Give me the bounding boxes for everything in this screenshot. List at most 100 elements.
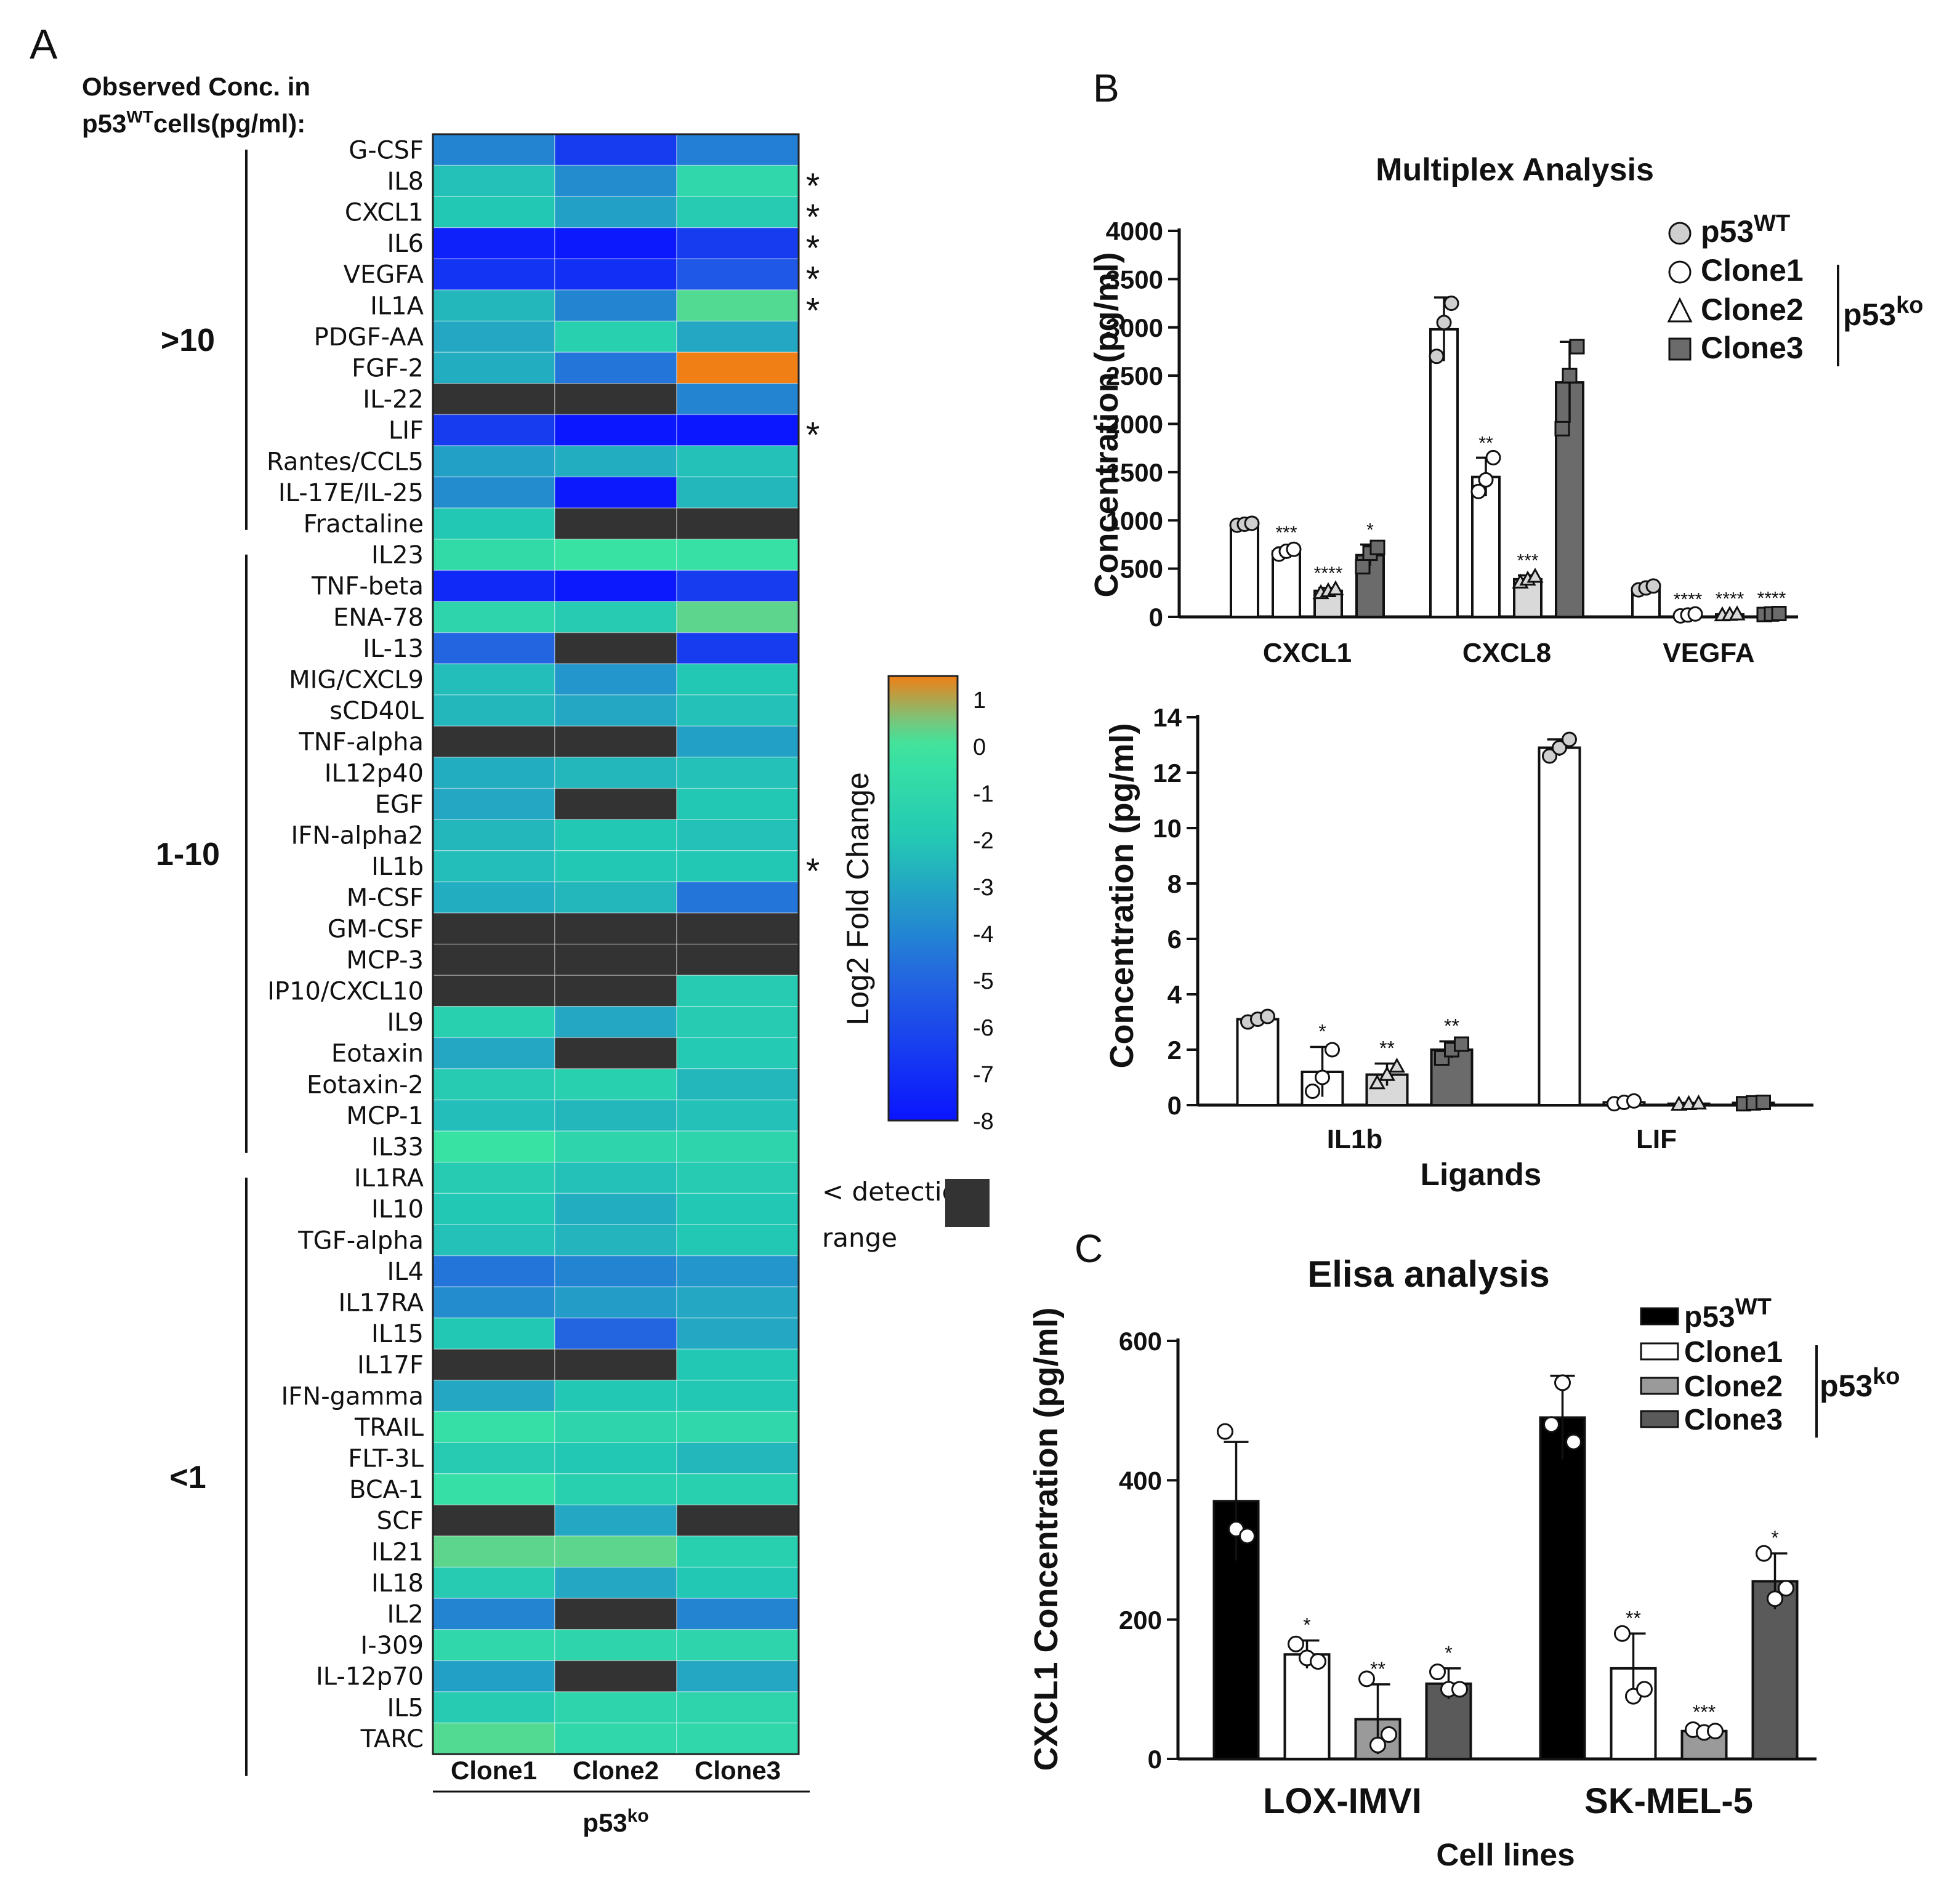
group-label-main: p53 [583, 1808, 627, 1837]
data-point [1369, 1736, 1386, 1753]
data-point [1687, 606, 1703, 622]
heatmap-cell [676, 1442, 799, 1475]
significance-star: * [806, 291, 820, 331]
heatmap-row-label: TNF-beta [311, 573, 424, 601]
heatmap-cell [676, 1660, 799, 1692]
nd-legend-line2: range [822, 1223, 897, 1253]
heatmap-cell [676, 819, 799, 851]
heatmap-cell [432, 1068, 555, 1101]
heatmap-cell [676, 164, 799, 197]
data-point [1756, 1095, 1771, 1110]
heatmap-cell [676, 881, 799, 914]
heatmap-cell [432, 1442, 555, 1475]
group-label: <1 [169, 1460, 206, 1495]
colorbar-tick-label: -1 [973, 781, 994, 807]
heatmap-cell [554, 414, 677, 446]
heatmap-row-label: IL17F [357, 1351, 424, 1380]
significance-label: **** [1757, 589, 1786, 609]
bar-clone1 [1272, 550, 1301, 618]
heatmap-column-label: Clone3 [695, 1756, 781, 1785]
heatmap-cell [432, 1006, 555, 1039]
heatmap-cell [432, 476, 555, 509]
data-point [1756, 1545, 1772, 1562]
y-axis-label: Concentration (pg/ml) [1088, 252, 1125, 598]
heatmap-row-label: IL1RA [354, 1164, 424, 1193]
significance-label: **** [1716, 589, 1744, 610]
heatmap-cell [676, 1193, 799, 1225]
data-point [1542, 748, 1557, 764]
heatmap-cell [676, 134, 799, 166]
heatmap-cell [676, 787, 799, 820]
heatmap-cell [432, 1660, 555, 1692]
heatmap-cell [676, 1068, 799, 1101]
legend-label-text: Clone2 [1684, 1370, 1783, 1403]
significance-label: ** [1370, 1658, 1385, 1680]
heatmap-cell [554, 352, 677, 384]
heatmap-cell [676, 1380, 799, 1412]
heatmap-row-label: Eotaxin [331, 1040, 424, 1068]
heatmap-row-label: PDGF-AA [314, 323, 424, 352]
significance-label: *** [1275, 523, 1297, 543]
heatmap-cell [554, 289, 677, 322]
category-label: LIF [1636, 1124, 1677, 1154]
significance-label: * [1318, 1021, 1326, 1043]
legend-group-label: p53ko [1820, 1364, 1900, 1403]
data-point [1305, 1084, 1320, 1099]
heatmap-cell [432, 383, 555, 416]
significance-star: * [806, 416, 820, 456]
colorbar-tick-label: -2 [973, 828, 994, 854]
heatmap-cell [676, 1255, 799, 1287]
heatmap-cell [432, 258, 555, 291]
heatmap-cell [676, 414, 799, 446]
y-tick-label: 1500 [1106, 458, 1163, 487]
data-point [1260, 1008, 1275, 1024]
heatmap-cell [554, 601, 677, 634]
heatmap-cell [554, 1224, 677, 1257]
significance-label: ** [1478, 433, 1493, 453]
heatmap-row-label: Eotaxin-2 [307, 1071, 424, 1099]
heatmap-cell [554, 507, 677, 540]
heatmap-cell [432, 1348, 555, 1381]
heatmap-cell [554, 819, 677, 851]
heatmap-cell [432, 632, 555, 664]
heatmap-cell [432, 320, 555, 353]
heatmap-row-label: IL6 [387, 230, 424, 258]
heatmap-cell [676, 1286, 799, 1319]
heatmap-cell [676, 1598, 799, 1630]
heatmap-cell [432, 1130, 555, 1163]
heatmap-cell [676, 320, 799, 353]
heatmap-cell [676, 1473, 799, 1506]
heatmap-cell [554, 1348, 677, 1381]
heatmap-cell [554, 1193, 677, 1225]
heatmap-cell [676, 539, 799, 571]
heatmap-row-label: ENA-78 [333, 603, 424, 632]
heatmap-cell [432, 1380, 555, 1412]
y-tick-label: 0 [1149, 603, 1163, 632]
legend-marker [1668, 222, 1692, 245]
significance-label: * [1303, 1614, 1310, 1636]
heatmap-cell [676, 1162, 799, 1194]
y-axis-label: CXCL1 Concentration (pg/ml) [1028, 1308, 1065, 1771]
heatmap-cell [432, 569, 555, 602]
y-tick-label: 0 [1168, 1091, 1182, 1120]
heatmap-cell [432, 1162, 555, 1194]
heatmap-row-label: IL-22 [363, 385, 424, 414]
data-point [1670, 1095, 1688, 1111]
legend-group-sup: ko [1896, 292, 1923, 318]
legend-swatch [1640, 1307, 1679, 1326]
legend-label-text: Clone2 [1701, 292, 1804, 327]
data-point [1690, 1094, 1708, 1110]
category-label: IL1b [1327, 1124, 1382, 1154]
heatmap-cell [554, 196, 677, 228]
heatmap-row-label: IL1b [371, 853, 424, 881]
heatmap-cell [554, 1598, 677, 1630]
heatmap-cell [554, 569, 677, 602]
heatmap-cell [676, 943, 799, 976]
heatmap-cell [432, 196, 555, 228]
data-point [1443, 296, 1459, 312]
heatmap-cell [554, 1037, 677, 1069]
heatmap-cell [676, 1504, 799, 1537]
colorbar-tick-label: 0 [973, 734, 986, 760]
heatmap-cell [432, 445, 555, 478]
